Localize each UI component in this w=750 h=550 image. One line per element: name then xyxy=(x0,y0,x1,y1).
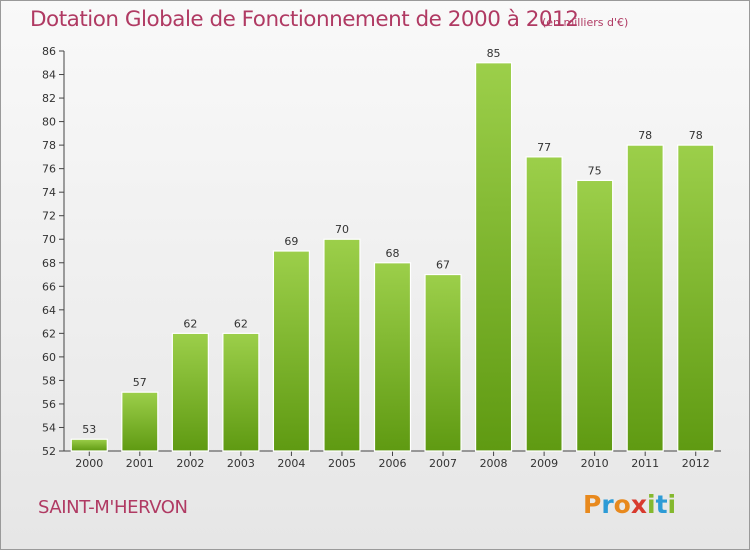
bar xyxy=(373,262,412,452)
y-tick-label: 74 xyxy=(42,186,56,199)
y-tick-label: 84 xyxy=(42,69,56,82)
x-tick-label: 2011 xyxy=(631,457,659,470)
logo-letter: P xyxy=(583,490,602,519)
chart-title: Dotation Globale de Fonctionnement de 20… xyxy=(30,7,579,32)
bar xyxy=(424,273,462,452)
y-tick-label: 86 xyxy=(42,45,56,58)
data-label: 78 xyxy=(689,129,703,142)
bar xyxy=(525,156,563,452)
y-tick-label: 72 xyxy=(42,210,56,223)
data-label: 77 xyxy=(537,141,551,154)
data-label: 67 xyxy=(436,259,450,272)
y-tick-label: 70 xyxy=(42,233,56,246)
y-tick-label: 68 xyxy=(42,257,56,270)
x-tick-label: 2000 xyxy=(75,457,103,470)
data-label: 53 xyxy=(82,423,96,436)
y-tick-label: 62 xyxy=(42,327,56,340)
bar xyxy=(474,62,513,452)
y-tick-label: 56 xyxy=(42,398,56,411)
x-tick-label: 2005 xyxy=(328,457,356,470)
y-tick-label: 60 xyxy=(42,351,56,364)
y-tick-label: 76 xyxy=(42,163,56,176)
bars xyxy=(70,62,715,452)
logo-letter: i xyxy=(647,490,656,519)
logo-letter: i xyxy=(667,490,677,519)
y-tick-label: 82 xyxy=(42,92,56,105)
unit-label: (en milliers d'€) xyxy=(542,16,629,29)
x-tick-label: 2009 xyxy=(530,457,558,470)
commune-name: SAINT-M'HERVON xyxy=(38,497,188,518)
bar xyxy=(272,250,311,452)
y-tick-label: 78 xyxy=(42,139,56,152)
y-tick-label: 54 xyxy=(42,421,56,434)
x-tick-label: 2003 xyxy=(227,457,255,470)
data-label: 75 xyxy=(588,164,602,177)
y-tick-label: 66 xyxy=(42,280,56,293)
logo-letter: t xyxy=(655,490,668,519)
x-tick-label: 2012 xyxy=(682,457,710,470)
data-labels: 53 57 62 62 69 70 68 67 85 77 75 78 78 xyxy=(82,47,702,436)
bar xyxy=(70,438,108,452)
x-tick-label: 2007 xyxy=(429,457,457,470)
data-label: 85 xyxy=(487,47,501,60)
data-label: 57 xyxy=(133,376,147,389)
x-tick-label: 2004 xyxy=(277,457,305,470)
bar xyxy=(576,179,614,452)
y-tick-label: 80 xyxy=(42,116,56,129)
data-label: 68 xyxy=(386,247,400,260)
x-axis: 2000 2001 2002 2003 2004 2005 2006 2007 2008 2009… xyxy=(64,450,721,470)
data-label: 78 xyxy=(638,129,652,142)
bar xyxy=(677,144,715,452)
bar xyxy=(222,332,260,452)
data-label: 62 xyxy=(234,317,248,330)
x-tick-label: 2006 xyxy=(379,457,407,470)
data-label: 62 xyxy=(183,317,197,330)
x-tick-label: 2008 xyxy=(480,457,508,470)
proxiti-logo: Proxiti xyxy=(583,490,676,519)
y-tick-label: 58 xyxy=(42,374,56,387)
bar xyxy=(171,332,209,452)
data-label: 69 xyxy=(284,235,298,248)
bar xyxy=(626,144,664,452)
logo-letter: o xyxy=(613,490,631,519)
x-tick-label: 2002 xyxy=(176,457,204,470)
bar xyxy=(121,391,159,452)
x-tick-label: 2001 xyxy=(126,457,154,470)
data-label: 70 xyxy=(335,223,349,236)
x-tick-label: 2010 xyxy=(581,457,609,470)
logo-letter: r xyxy=(601,490,614,519)
y-tick-label: 64 xyxy=(42,304,56,317)
bar xyxy=(323,238,361,452)
logo-letter: x xyxy=(630,490,647,519)
y-axis: 52 54 56 58 60 62 64 66 68 70 72 74 76 78 80 82 84 86 xyxy=(42,45,65,458)
y-tick-label: 52 xyxy=(42,445,56,458)
